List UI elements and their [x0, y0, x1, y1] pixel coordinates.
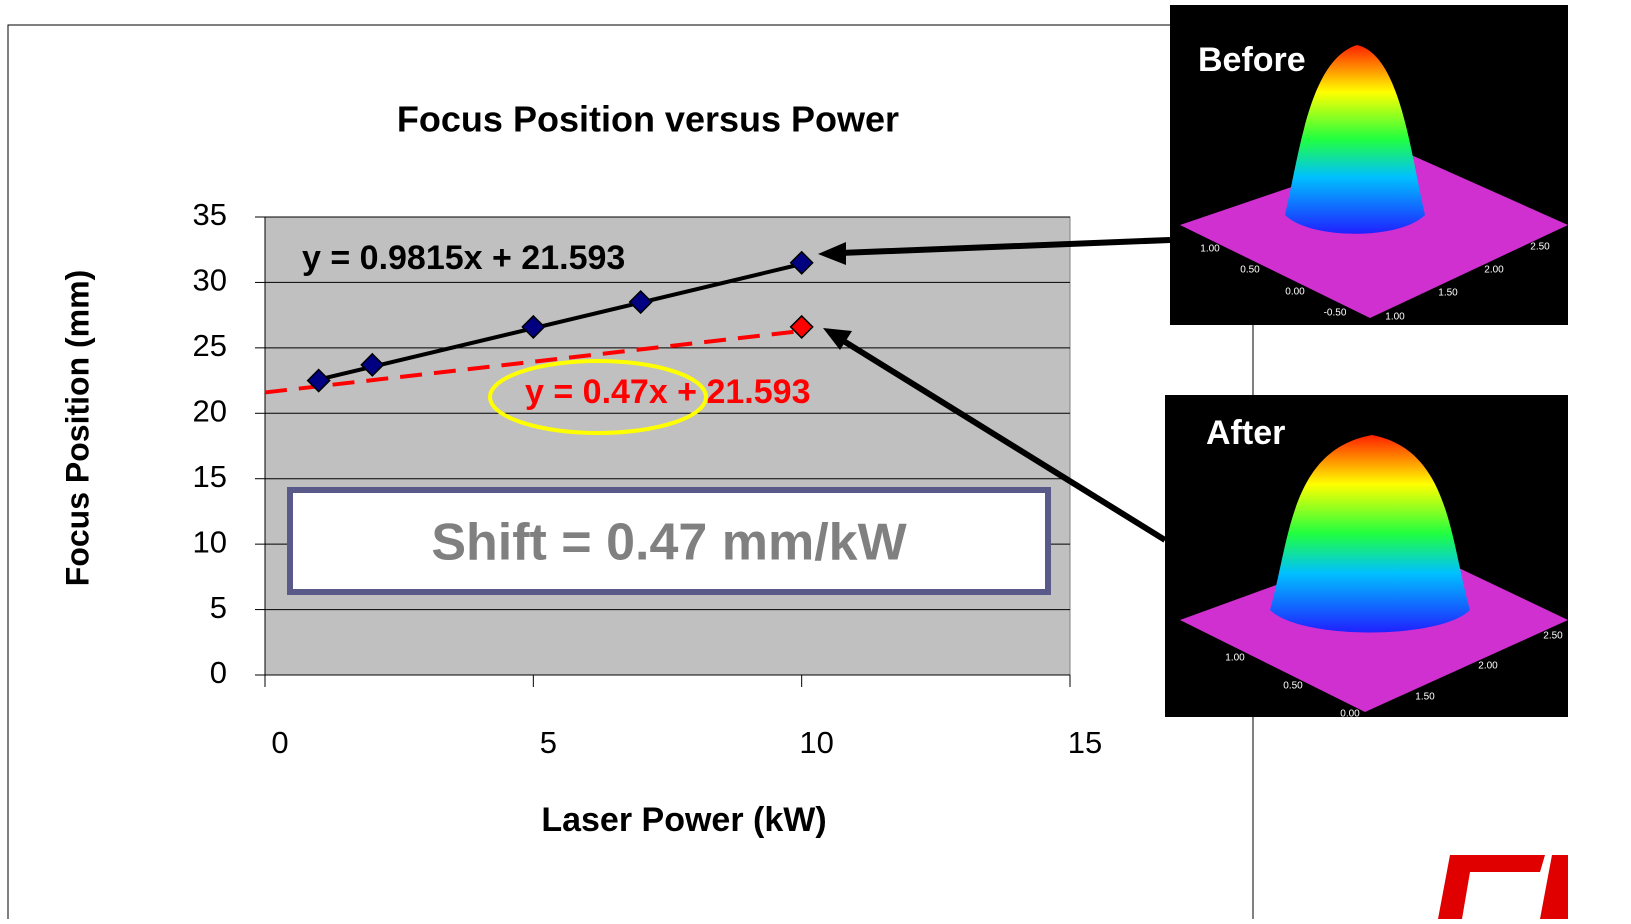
- annotation: Shift = 0.47 mm/kW: [431, 514, 907, 572]
- y-tick-label: 20: [193, 393, 227, 428]
- y-tick-label: 0: [210, 655, 227, 690]
- y-tick-label: 25: [193, 328, 227, 363]
- y-tick-label: 15: [193, 459, 227, 494]
- chart-title: Focus Position versus Power: [397, 99, 899, 140]
- y-tick-label: 35: [193, 197, 227, 232]
- image-axis-label: 0.00: [1340, 709, 1360, 720]
- plot: 0 5 10 15 20 25 30 35 0 5 10 15 y = 0.9815x + 21.593…: [193, 197, 1103, 760]
- arrow: [823, 328, 1167, 543]
- after-image: After: [1165, 395, 1568, 717]
- plot-area: [264, 216, 1071, 676]
- image-label: Before: [1198, 41, 1306, 79]
- y-tick-label: 30: [193, 263, 227, 298]
- image-axis-label: 1.00: [1200, 244, 1220, 255]
- arrow: [818, 237, 1171, 265]
- y-axis-title: Focus Position (mm): [59, 270, 95, 586]
- trendline: [318, 262, 803, 382]
- x-tick-label: 0: [271, 725, 288, 760]
- x-tick-label: 10: [799, 725, 833, 760]
- trendline-equation: y = 0.9815x + 21.593: [302, 239, 625, 277]
- point: [521, 314, 546, 339]
- point: [789, 314, 814, 339]
- trendline: [264, 328, 802, 395]
- image-axis-label: 0.00: [1285, 287, 1305, 298]
- point: [789, 250, 814, 275]
- image-axis-label: 2.00: [1484, 265, 1504, 276]
- image-axis-label: 2.50: [1543, 631, 1563, 642]
- y-tick-label: 5: [210, 590, 227, 625]
- x-tick-label: 5: [540, 725, 557, 760]
- image-axis-label: 1.50: [1415, 692, 1435, 703]
- point: [628, 289, 653, 315]
- point: [360, 352, 385, 377]
- image-axis-label: -0.50: [1324, 308, 1347, 319]
- image-axis-label: 0.50: [1240, 265, 1260, 276]
- logo: [1438, 855, 1568, 919]
- image-axis-label: 0.50: [1283, 681, 1303, 692]
- x-tick-label: 15: [1068, 725, 1102, 760]
- frame: [7, 24, 1170, 919]
- before-image: Before: [1170, 5, 1568, 325]
- annotation-box: [287, 487, 1051, 595]
- image-axis-label: 1.00: [1225, 653, 1245, 664]
- highlight-ellipse: [488, 359, 708, 435]
- image-axis-label: 1.50: [1438, 288, 1458, 299]
- image-axis-label: 2.00: [1478, 661, 1498, 672]
- y-tick-label: 10: [193, 524, 227, 559]
- x-axis-title: Laser Power (kW): [541, 801, 826, 839]
- point: [306, 368, 331, 393]
- image-axis-label: 1.00: [1385, 312, 1405, 323]
- trendline-equation: y = 0.47x + 21.593: [525, 373, 810, 411]
- image-axis-label: 2.50: [1530, 242, 1550, 253]
- image-label: After: [1206, 414, 1285, 452]
